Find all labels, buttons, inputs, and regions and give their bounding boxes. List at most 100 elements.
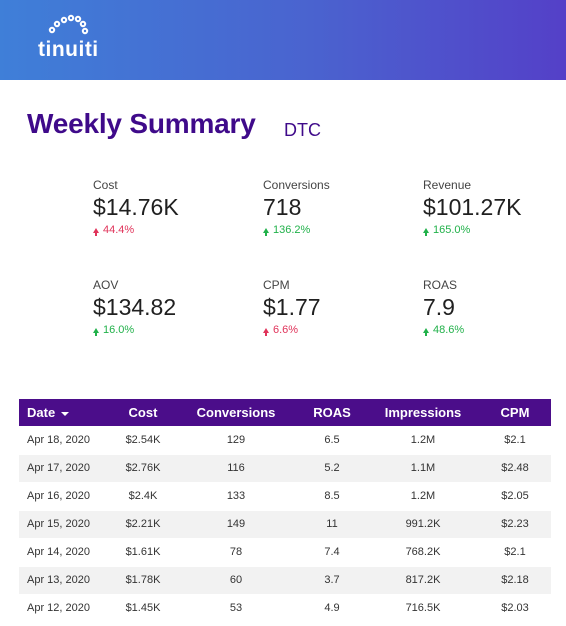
kpi-delta: 44.4% (93, 224, 243, 236)
cell-cpm: $2.05 (479, 482, 551, 511)
kpi-delta: 136.2% (263, 224, 413, 236)
cell-cost: $2.4K (111, 482, 175, 511)
kpi-label: Conversions (263, 178, 330, 192)
cell-cost: $2.21K (111, 510, 175, 539)
kpi-value: 7.9 (423, 294, 455, 320)
cell-date: Apr 12, 2020 (19, 594, 111, 623)
table-row: Apr 16, 2020 $2.4K 133 8.5 1.2M $2.05 (19, 482, 551, 511)
cell-impressions: 991.2K (367, 510, 479, 539)
arrow-up-icon (423, 327, 429, 336)
cell-roas: 7.4 (297, 538, 367, 567)
table-row: Apr 18, 2020 $2.54K 129 6.5 1.2M $2.1 (19, 426, 551, 455)
kpi-delta: 16.0% (93, 324, 243, 336)
cell-roas: 6.5 (297, 426, 367, 455)
kpi-value: $101.27K (423, 194, 522, 220)
cell-impressions: 1.2M (367, 426, 479, 455)
arrow-up-icon (93, 227, 99, 236)
cell-cost: $1.61K (111, 538, 175, 567)
cell-cost: $2.76K (111, 454, 175, 483)
cell-cpm: $2.1 (479, 538, 551, 567)
cell-conversions: 129 (175, 426, 297, 455)
logo-dots-icon (48, 14, 89, 35)
column-header-label: Date (27, 405, 56, 420)
weekly-data-table: Date Cost Conversions ROAS Impressions C… (19, 399, 551, 623)
cell-date: Apr 18, 2020 (19, 426, 111, 455)
column-header-conversions[interactable]: Conversions (175, 399, 297, 426)
kpi-value: $14.76K (93, 194, 179, 220)
kpi-delta-value: 16.0% (103, 324, 135, 336)
cell-date: Apr 13, 2020 (19, 566, 111, 595)
kpi-cost: Cost $14.76K 44.4% (93, 178, 243, 236)
table-row: Apr 14, 2020 $1.61K 78 7.4 768.2K $2.1 (19, 538, 551, 567)
kpi-label: Revenue (423, 178, 472, 192)
table-row: Apr 12, 2020 $1.45K 53 4.9 716.5K $2.03 (19, 594, 551, 623)
arrow-up-icon (93, 327, 99, 336)
kpi-revenue: Revenue $101.27K 165.0% (423, 178, 566, 236)
column-header-impressions[interactable]: Impressions (367, 399, 479, 426)
kpi-delta-value: 44.4% (103, 224, 135, 236)
kpi-delta: 6.6% (263, 324, 413, 336)
kpi-label: AOV (93, 278, 119, 292)
sort-descending-icon[interactable] (61, 411, 70, 416)
kpi-conversions: Conversions 718 136.2% (263, 178, 413, 236)
kpi-value: 718 (263, 194, 302, 220)
kpi-delta: 165.0% (423, 224, 566, 236)
column-header-cost[interactable]: Cost (111, 399, 175, 426)
arrow-up-icon (423, 227, 429, 236)
column-header-roas[interactable]: ROAS (297, 399, 367, 426)
arrow-up-icon (263, 327, 269, 336)
cell-roas: 8.5 (297, 482, 367, 511)
page-title: Weekly Summary (27, 108, 256, 139)
kpi-value: $1.77 (263, 294, 321, 320)
cell-conversions: 60 (175, 566, 297, 595)
cell-roas: 5.2 (297, 454, 367, 483)
cell-cpm: $2.23 (479, 510, 551, 539)
table-header-row: Date Cost Conversions ROAS Impressions C… (19, 399, 551, 426)
table-row: Apr 15, 2020 $2.21K 149 11 991.2K $2.23 (19, 510, 551, 539)
cell-date: Apr 17, 2020 (19, 454, 111, 483)
kpi-value: $134.82 (93, 294, 177, 320)
kpi-delta: 48.6% (423, 324, 566, 336)
cell-impressions: 768.2K (367, 538, 479, 567)
column-header-date[interactable]: Date (19, 399, 111, 426)
table-row: Apr 13, 2020 $1.78K 60 3.7 817.2K $2.18 (19, 566, 551, 595)
kpi-delta-value: 165.0% (433, 224, 471, 236)
tinuiti-logo[interactable]: tinuiti (36, 14, 106, 66)
page-subtitle: DTC (284, 120, 321, 140)
cell-cpm: $2.03 (479, 594, 551, 623)
cell-roas: 4.9 (297, 594, 367, 623)
table-row: Apr 17, 2020 $2.76K 116 5.2 1.1M $2.48 (19, 454, 551, 483)
kpi-delta-value: 48.6% (433, 324, 465, 336)
kpi-roas: ROAS 7.9 48.6% (423, 278, 566, 336)
cell-date: Apr 15, 2020 (19, 510, 111, 539)
cell-conversions: 116 (175, 454, 297, 483)
column-header-cpm[interactable]: CPM (479, 399, 551, 426)
cell-cost: $2.54K (111, 426, 175, 455)
kpi-cpm: CPM $1.77 6.6% (263, 278, 413, 336)
header-banner: tinuiti (0, 0, 566, 80)
cell-cpm: $2.18 (479, 566, 551, 595)
kpi-aov: AOV $134.82 16.0% (93, 278, 243, 336)
cell-conversions: 149 (175, 510, 297, 539)
cell-cpm: $2.1 (479, 426, 551, 455)
cell-cpm: $2.48 (479, 454, 551, 483)
cell-impressions: 1.2M (367, 482, 479, 511)
cell-impressions: 716.5K (367, 594, 479, 623)
kpi-delta-value: 136.2% (273, 224, 311, 236)
logo-text: tinuiti (38, 38, 99, 61)
kpi-label: CPM (263, 278, 290, 292)
cell-date: Apr 16, 2020 (19, 482, 111, 511)
cell-roas: 3.7 (297, 566, 367, 595)
cell-impressions: 1.1M (367, 454, 479, 483)
cell-conversions: 133 (175, 482, 297, 511)
kpi-label: Cost (93, 178, 118, 192)
cell-cost: $1.45K (111, 594, 175, 623)
cell-date: Apr 14, 2020 (19, 538, 111, 567)
cell-cost: $1.78K (111, 566, 175, 595)
arrow-up-icon (263, 227, 269, 236)
kpi-label: ROAS (423, 278, 458, 292)
cell-impressions: 817.2K (367, 566, 479, 595)
kpi-delta-value: 6.6% (273, 324, 299, 336)
cell-conversions: 53 (175, 594, 297, 623)
cell-roas: 11 (297, 510, 367, 539)
